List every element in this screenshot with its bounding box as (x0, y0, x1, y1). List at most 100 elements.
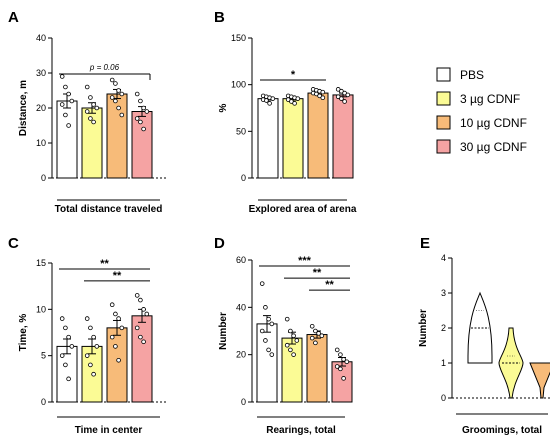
data-point (309, 323, 315, 329)
data-point (141, 105, 146, 111)
data-point (116, 357, 121, 363)
data-point (66, 91, 71, 97)
data-point (109, 302, 115, 308)
data-point (134, 91, 140, 97)
data-point (84, 84, 90, 90)
panel-b: B 0 50 100 150% Explored area of arena * (214, 9, 357, 215)
significance-label: ** (100, 258, 109, 270)
data-point (134, 325, 140, 331)
data-point (269, 321, 275, 327)
data-point (259, 328, 265, 334)
bar (281, 337, 303, 403)
bar (282, 98, 304, 179)
data-point (320, 95, 326, 101)
data-point (264, 98, 269, 103)
data-point (344, 359, 350, 365)
panel-c: C 0 5 10 15 Time, % Time in center ** ** (8, 235, 166, 436)
data-point (66, 376, 71, 382)
data-point (313, 340, 318, 346)
data-point (109, 77, 115, 83)
data-point (59, 316, 65, 321)
panel-letter: A (8, 9, 19, 26)
data-point (292, 101, 297, 106)
data-point (119, 112, 125, 118)
y-tick-label: 30 (36, 68, 46, 78)
bar (56, 345, 78, 403)
y-tick-label: 100 (231, 80, 246, 90)
x-axis-label: Total distance traveled (55, 204, 163, 215)
data-point (84, 316, 90, 321)
data-point (66, 123, 71, 128)
y-tick-label: 40 (36, 33, 46, 43)
y-axis-label: Time, % (18, 314, 29, 352)
data-point (345, 92, 351, 98)
data-point (288, 328, 293, 334)
bar (257, 98, 279, 179)
data-point (109, 95, 115, 100)
data-point (144, 109, 150, 114)
legend-swatch (436, 139, 451, 154)
significance-label: * (291, 69, 296, 81)
bar (256, 323, 278, 403)
y-tick-label: 15 (36, 258, 46, 268)
bar (306, 334, 328, 403)
data-point (113, 344, 118, 349)
data-point (266, 316, 271, 322)
y-tick-label: 60 (236, 255, 246, 265)
significance-label: ** (325, 279, 334, 291)
data-point (338, 366, 343, 372)
data-point (342, 99, 347, 104)
violin (529, 362, 550, 399)
y-axis-label: % (218, 103, 229, 112)
panel-letter: D (214, 235, 225, 252)
data-point (69, 98, 75, 104)
data-point (84, 353, 90, 358)
data-point (338, 352, 343, 357)
data-point (66, 334, 71, 340)
significance-label: *** (298, 255, 312, 267)
data-point (63, 84, 68, 90)
x-axis-label: Rearings, total (266, 425, 336, 436)
bar (332, 94, 354, 179)
legend: PBS 3 µg CDNF 10 µg CDNF 30 µg CDNF (436, 67, 527, 154)
data-point (59, 353, 65, 358)
legend-swatch (436, 115, 451, 130)
bar (307, 92, 329, 179)
bar (56, 100, 78, 179)
data-point (88, 362, 93, 368)
y-tick-label: 0 (441, 393, 446, 403)
data-point (119, 91, 125, 97)
data-point (109, 334, 115, 340)
data-point (316, 331, 321, 336)
data-point (263, 305, 268, 310)
y-axis-label: Number (418, 309, 429, 347)
data-point (259, 281, 265, 286)
data-point (88, 95, 93, 100)
data-point (339, 96, 344, 101)
significance-label: p = 0.06 (89, 63, 120, 72)
panel-e: E 0 1 2 3 4 Number Groomings, total (418, 235, 550, 436)
data-point (113, 311, 118, 317)
data-point (63, 325, 68, 331)
panel-letter: C (8, 235, 19, 252)
data-point (116, 316, 121, 321)
data-point (59, 102, 65, 107)
data-point (91, 371, 96, 377)
y-tick-label: 2 (441, 323, 446, 333)
data-point (88, 116, 93, 121)
legend-label: 3 µg CDNF (460, 92, 520, 106)
data-point (138, 297, 143, 303)
y-tick-label: 4 (441, 253, 446, 263)
y-tick-label: 150 (231, 33, 246, 43)
legend-label: 10 µg CDNF (460, 116, 527, 130)
y-tick-label: 20 (36, 103, 46, 113)
data-point (94, 344, 100, 349)
data-point (341, 357, 346, 362)
data-point (294, 338, 300, 343)
y-tick-label: 1 (441, 358, 446, 368)
data-point (141, 339, 146, 345)
legend-swatch (436, 67, 451, 82)
y-axis-label: Number (218, 312, 229, 350)
data-point (113, 98, 118, 104)
data-point (138, 119, 143, 125)
